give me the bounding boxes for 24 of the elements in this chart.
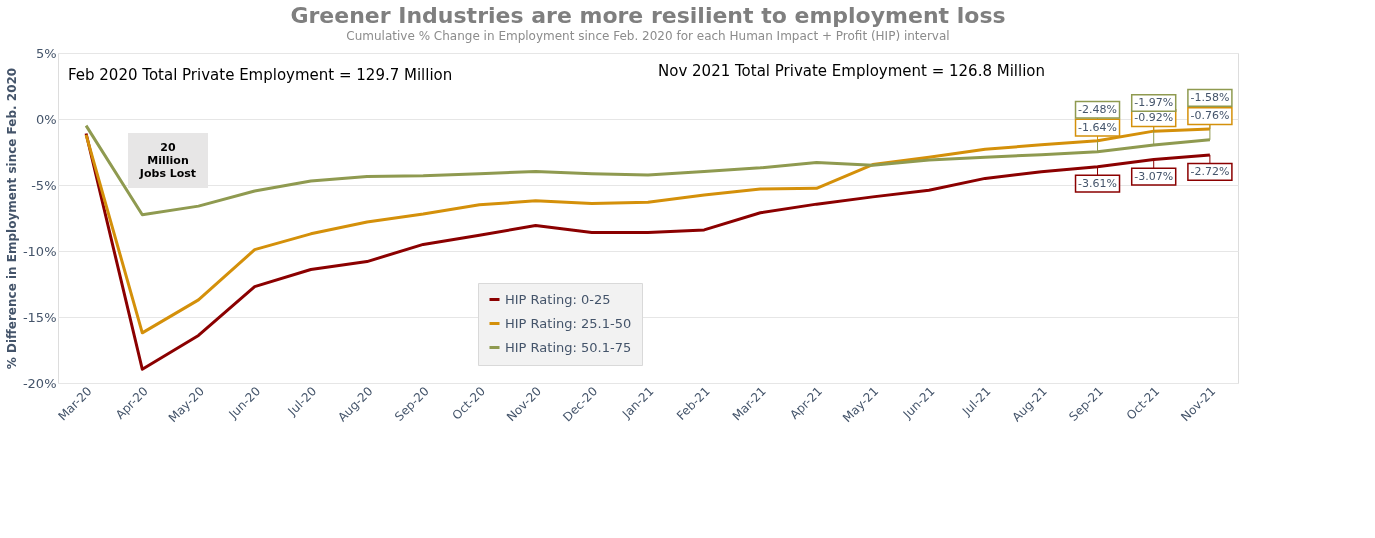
data-label: -1.97% (1134, 96, 1174, 109)
y-tick-label: -20% (22, 375, 57, 391)
data-label: -1.64% (1078, 120, 1117, 134)
legend-label: HIP Rating: 25.1-50 (505, 315, 632, 331)
annotation: Nov 2021 Total Private Employment = 126.8 Million (658, 62, 1046, 80)
y-tick-label: -5% (31, 177, 57, 193)
data-label: -2.48% (1078, 102, 1117, 116)
legend-label: HIP Rating: 0-25 (505, 291, 611, 307)
data-label: -0.92% (1134, 111, 1174, 125)
data-label: -1.58% (1190, 90, 1230, 104)
y-tick-label: -10% (22, 243, 57, 259)
data-label: -2.72% (1190, 164, 1230, 178)
y-tick-label: 5% (35, 45, 57, 61)
data-label: -3.07% (1134, 169, 1174, 183)
legend-label: HIP Rating: 50.1-75 (505, 339, 632, 355)
annotation: 20 Million Jobs Lost (138, 141, 197, 180)
annotation: Feb 2020 Total Private Employment = 129.7 Million (68, 66, 453, 84)
chart-title: Greener Industries are more resilient to employment loss (290, 3, 1006, 28)
y-tick-label: -15% (22, 309, 57, 325)
data-label: -3.61% (1078, 176, 1117, 190)
chart-subtitle: Cumulative % Change in Employment since Feb. 2020 for each Human Impact + Profit (HIP) interval (346, 29, 950, 43)
y-axis-title: % Difference in Employment since Feb. 2020 (4, 67, 19, 370)
data-label: -0.76% (1190, 109, 1230, 123)
y-tick-label: 0% (35, 111, 57, 127)
